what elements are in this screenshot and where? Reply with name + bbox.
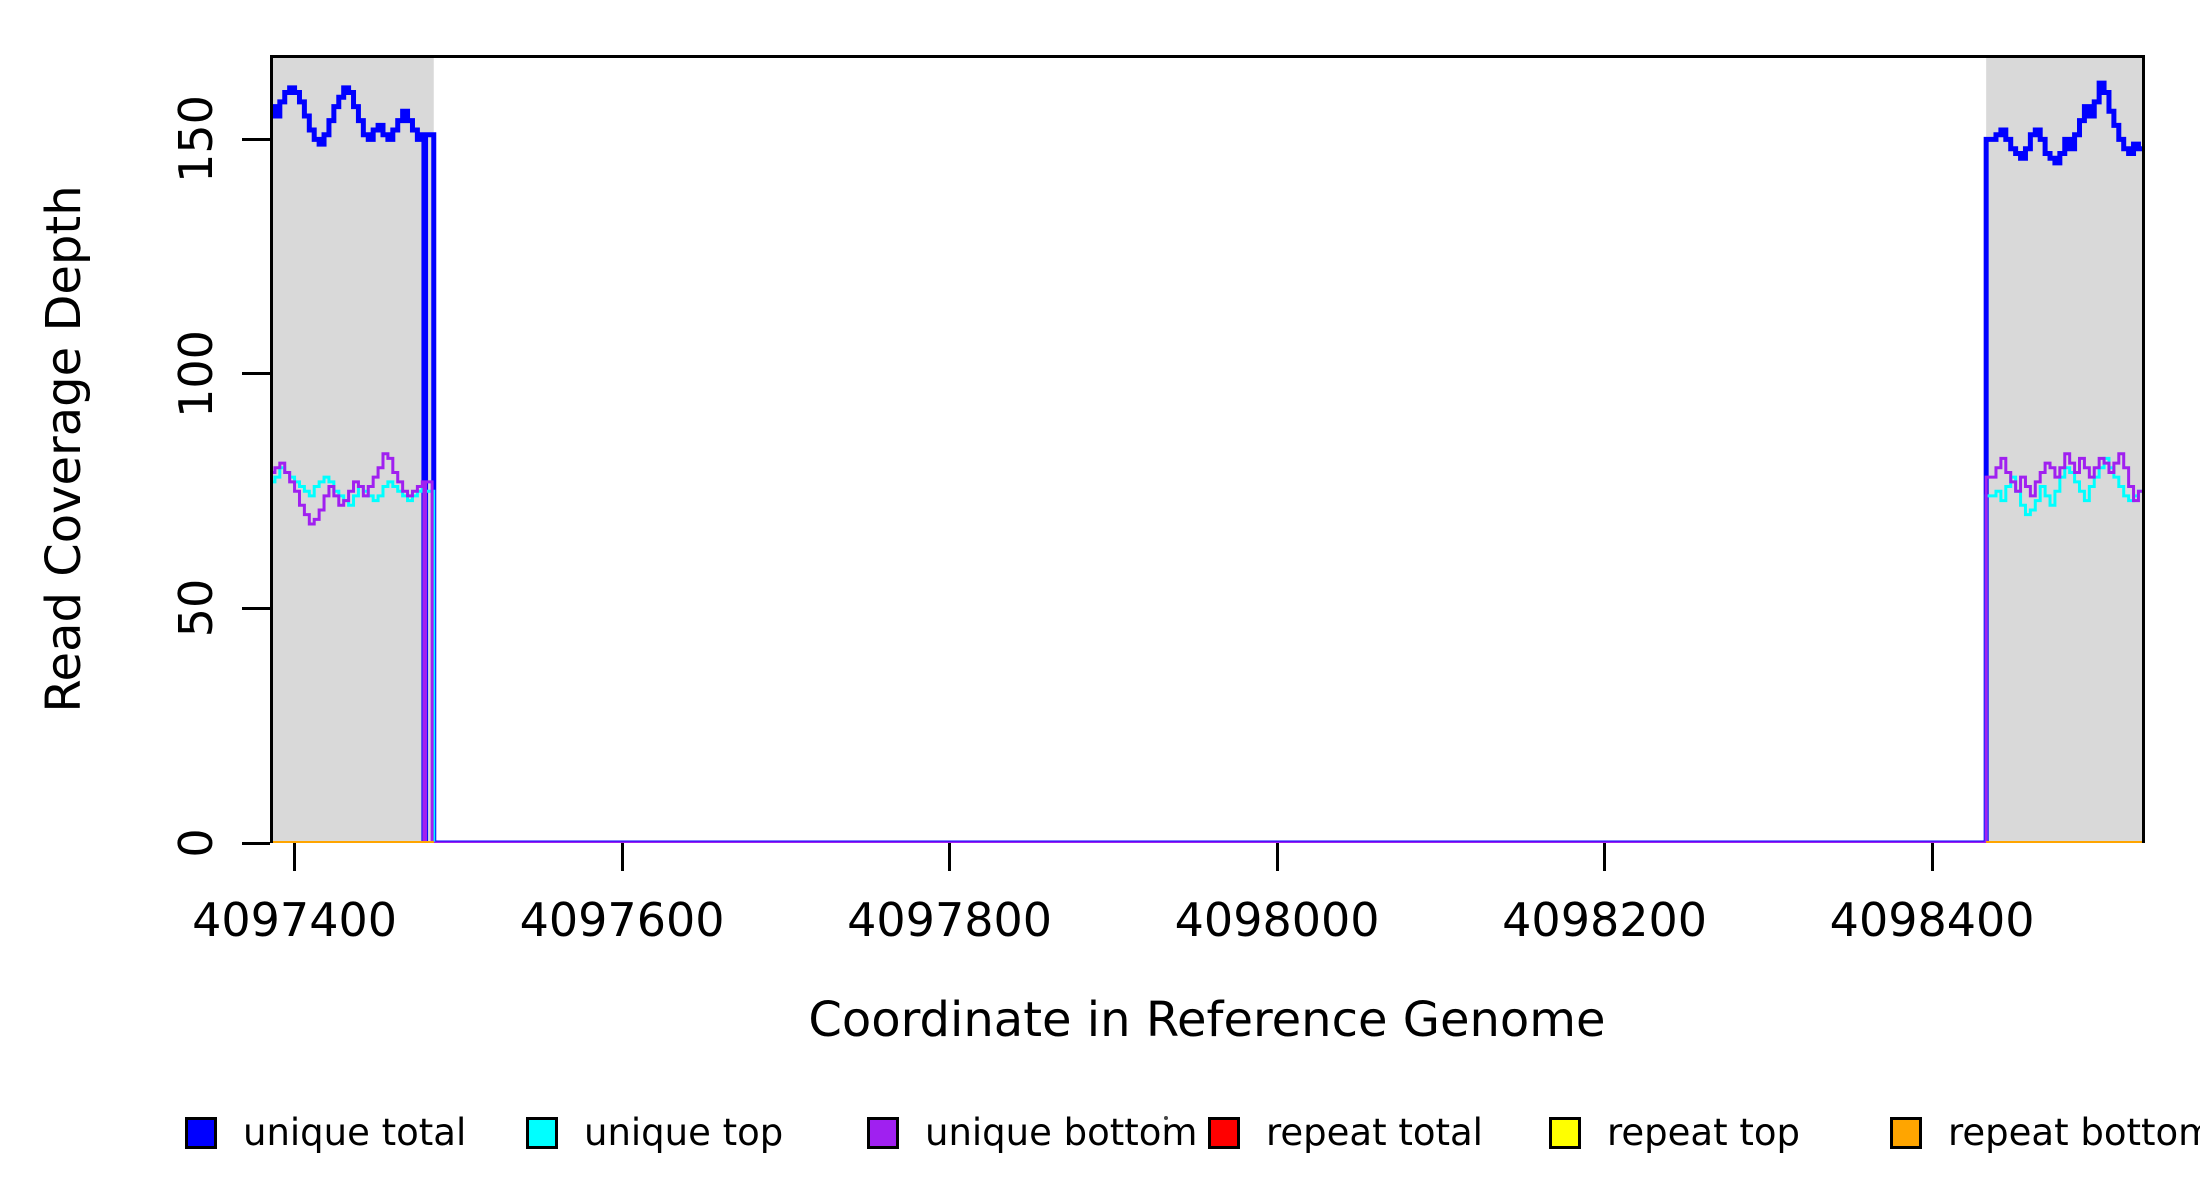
x-tick-mark bbox=[948, 843, 952, 871]
legend-item-unique-top: unique top bbox=[526, 1111, 784, 1154]
x-tick-label: 4097600 bbox=[519, 893, 725, 947]
legend-label: repeat top bbox=[1607, 1111, 1800, 1154]
legend-swatch-icon bbox=[1890, 1117, 1922, 1149]
repeat-region-shading bbox=[270, 55, 434, 843]
x-tick-mark bbox=[293, 843, 297, 871]
legend-label: repeat bottom bbox=[1948, 1111, 2200, 1154]
y-tick-label: 0 bbox=[169, 828, 223, 858]
y-tick-mark bbox=[242, 137, 270, 141]
legend-swatch-icon bbox=[185, 1117, 217, 1149]
legend-label: unique total bbox=[243, 1111, 467, 1154]
repeat-region-shading bbox=[1986, 55, 2145, 843]
legend-label: unique bottom bbox=[925, 1111, 1198, 1154]
legend-swatch-icon bbox=[1549, 1117, 1581, 1149]
legend-item-unique-total: unique total bbox=[185, 1111, 467, 1154]
legend-label: repeat total bbox=[1266, 1111, 1483, 1154]
legend-swatch-icon bbox=[526, 1117, 558, 1149]
series-unique-total bbox=[270, 80, 2145, 843]
series-unique-top bbox=[270, 456, 2145, 843]
y-tick-mark bbox=[242, 841, 270, 845]
legend-swatch-icon bbox=[1208, 1117, 1240, 1149]
legend-item-unique-bottom: unique bottom bbox=[867, 1111, 1198, 1154]
x-tick-label: 4098200 bbox=[1502, 893, 1708, 947]
plot-area-canvas bbox=[270, 55, 2145, 843]
x-tick-label: 4098400 bbox=[1829, 893, 2035, 947]
legend-swatch-icon bbox=[867, 1117, 899, 1149]
y-axis-title: Read Coverage Depth bbox=[36, 185, 92, 713]
series-unique-bottom bbox=[270, 452, 2145, 843]
x-tick-mark bbox=[1275, 843, 1279, 871]
x-tick-label: 4097800 bbox=[847, 893, 1053, 947]
x-tick-mark bbox=[1930, 843, 1934, 871]
x-tick-mark bbox=[1603, 843, 1607, 871]
y-tick-label: 50 bbox=[169, 579, 223, 638]
legend-item-repeat-total: repeat total bbox=[1208, 1111, 1483, 1154]
y-tick-mark bbox=[242, 606, 270, 610]
legend-item-repeat-bottom: repeat bottom bbox=[1890, 1111, 2200, 1154]
legend: unique total unique top unique bottom repea… bbox=[0, 1111, 2200, 1154]
x-tick-mark bbox=[620, 843, 624, 871]
legend-label: unique top bbox=[584, 1111, 784, 1154]
legend-item-repeat-top: repeat top bbox=[1549, 1111, 1800, 1154]
stray-dot-mark bbox=[1164, 1116, 1168, 1120]
y-tick-mark bbox=[242, 372, 270, 376]
y-tick-label: 150 bbox=[169, 95, 223, 184]
x-axis-title: Coordinate in Reference Genome bbox=[808, 992, 1606, 1048]
y-tick-label: 100 bbox=[169, 330, 223, 418]
x-tick-label: 4097400 bbox=[192, 893, 397, 947]
x-tick-label: 4098000 bbox=[1174, 893, 1380, 947]
